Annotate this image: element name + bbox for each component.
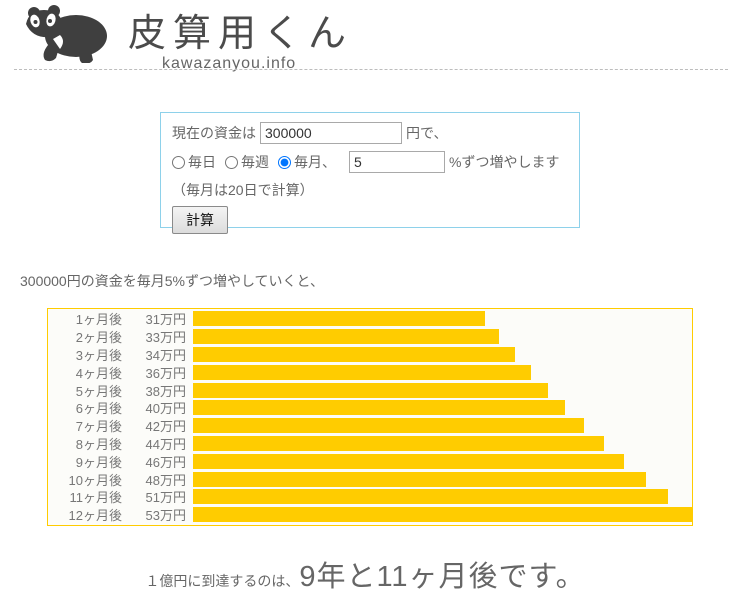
daily-radio-label: 毎日 <box>188 154 216 170</box>
monthly-radio[interactable] <box>278 155 291 169</box>
chart-month-label: 9ヶ月後 <box>75 454 122 470</box>
chart-value-label: 42万円 <box>145 419 186 435</box>
chart-bar <box>193 435 604 451</box>
monthly-radio-label: 毎月、 <box>294 154 336 170</box>
panda-logo-icon <box>26 5 107 63</box>
chart-value-label: 44万円 <box>145 436 186 452</box>
chart-row: 7ヶ月後 42万円 <box>48 417 692 435</box>
chart-bar-track <box>193 418 692 434</box>
chart-bar-track <box>193 489 692 505</box>
chart-month-label: 10ヶ月後 <box>68 472 122 488</box>
form-note: （毎月は20日で計算） <box>172 182 314 198</box>
calculate-button[interactable]: 計算 <box>172 206 228 234</box>
site-header: 皮算用くん kawazanyou.info <box>20 5 353 73</box>
chart-month-label: 6ヶ月後 <box>75 401 122 417</box>
rate-suffix: %ずつ増やします <box>449 154 560 170</box>
chart-bar-track <box>193 346 692 362</box>
chart-row: 12ヶ月後 53万円 <box>48 506 692 524</box>
chart-month-label: 5ヶ月後 <box>75 383 122 399</box>
chart-bar <box>193 453 625 469</box>
chart-month-label: 1ヶ月後 <box>75 312 122 328</box>
daily-radio[interactable] <box>172 155 185 169</box>
chart-bar-track <box>193 400 692 416</box>
chart-value-label: 38万円 <box>145 383 186 399</box>
chart-bar <box>193 346 515 362</box>
weekly-radio[interactable] <box>225 155 238 169</box>
site-title: 皮算用くん <box>128 11 354 55</box>
chart-month-label: 4ヶ月後 <box>75 365 122 381</box>
interval-option-daily[interactable]: 毎日 <box>172 152 216 172</box>
chart-month-label: 8ヶ月後 <box>75 436 122 452</box>
chart-row: 1ヶ月後 31万円 <box>48 310 692 328</box>
chart-month-label: 7ヶ月後 <box>75 419 122 435</box>
chart-row: 9ヶ月後 46万円 <box>48 452 692 470</box>
growth-chart: 1ヶ月後 31万円 2ヶ月後 33万円 3ヶ月後 34万円 4ヶ月後 36万円 5ヶ月後 38万円… <box>47 308 693 526</box>
chart-month-label: 12ヶ月後 <box>68 508 122 524</box>
result-final: １億円に到達するのは、9年と11ヶ月後です。 <box>0 553 731 595</box>
result-intro: 300000円の資金を毎月5%ずつ増やしていくと、 <box>20 273 324 289</box>
amount-suffix: 円で、 <box>406 125 448 141</box>
chart-row: 11ヶ月後 51万円 <box>48 488 692 506</box>
chart-row: 6ヶ月後 40万円 <box>48 399 692 417</box>
chart-row: 2ヶ月後 33万円 <box>48 328 692 346</box>
chart-bar <box>193 382 548 398</box>
chart-bar-track <box>193 382 692 398</box>
chart-value-label: 51万円 <box>145 490 186 506</box>
chart-row: 10ヶ月後 48万円 <box>48 470 692 488</box>
chart-bar-track <box>193 329 692 345</box>
chart-bar-track <box>193 507 692 523</box>
chart-bar <box>193 400 566 416</box>
chart-row: 3ヶ月後 34万円 <box>48 346 692 364</box>
weekly-radio-label: 毎週 <box>241 154 269 170</box>
chart-value-label: 34万円 <box>145 348 186 363</box>
chart-value-label: 40万円 <box>145 401 186 417</box>
chart-value-label: 33万円 <box>145 330 186 346</box>
chart-bar <box>193 364 531 380</box>
chart-value-label: 48万円 <box>145 472 186 488</box>
interval-line: 毎日 毎週 毎月、 %ずつ増やします <box>172 151 567 173</box>
chart-bar-track <box>193 471 692 487</box>
chart-value-label: 46万円 <box>145 454 186 470</box>
amount-label: 現在の資金は <box>172 125 256 141</box>
amount-line: 現在の資金は 円で、 <box>172 122 567 144</box>
chart-row: 8ヶ月後 44万円 <box>48 435 692 453</box>
chart-row: 4ヶ月後 36万円 <box>48 363 692 381</box>
chart-value-label: 53万円 <box>145 508 186 524</box>
interval-option-monthly[interactable]: 毎月、 <box>278 152 336 172</box>
site-domain: kawazanyou.info <box>162 54 297 72</box>
chart-bar <box>193 329 500 345</box>
final-value: 9年と11ヶ月後です。 <box>299 561 586 593</box>
chart-month-label: 11ヶ月後 <box>69 490 123 506</box>
chart-row: 5ヶ月後 38万円 <box>48 381 692 399</box>
chart-bar <box>193 418 584 434</box>
calc-form: 現在の資金は 円で、 毎日 毎週 毎月、 %ずつ増やします （毎月は20日で計算… <box>160 112 580 234</box>
chart-bar <box>193 507 692 523</box>
chart-bar-track <box>193 311 692 327</box>
chart-bar <box>193 489 669 505</box>
rate-input[interactable] <box>349 151 445 173</box>
chart-bar-track <box>193 364 692 380</box>
chart-bar <box>193 311 485 327</box>
chart-value-label: 31万円 <box>145 312 186 328</box>
chart-month-label: 3ヶ月後 <box>75 348 122 363</box>
chart-bar <box>193 471 646 487</box>
chart-value-label: 36万円 <box>145 365 186 381</box>
header-divider <box>14 69 728 70</box>
chart-bar-track <box>193 453 692 469</box>
amount-input[interactable] <box>260 122 402 144</box>
interval-option-weekly[interactable]: 毎週 <box>225 152 269 172</box>
chart-month-label: 2ヶ月後 <box>75 330 122 346</box>
final-prefix: １億円に到達するのは、 <box>145 573 300 589</box>
title-block: 皮算用くん kawazanyou.info <box>128 5 353 73</box>
chart-bar-track <box>193 435 692 451</box>
